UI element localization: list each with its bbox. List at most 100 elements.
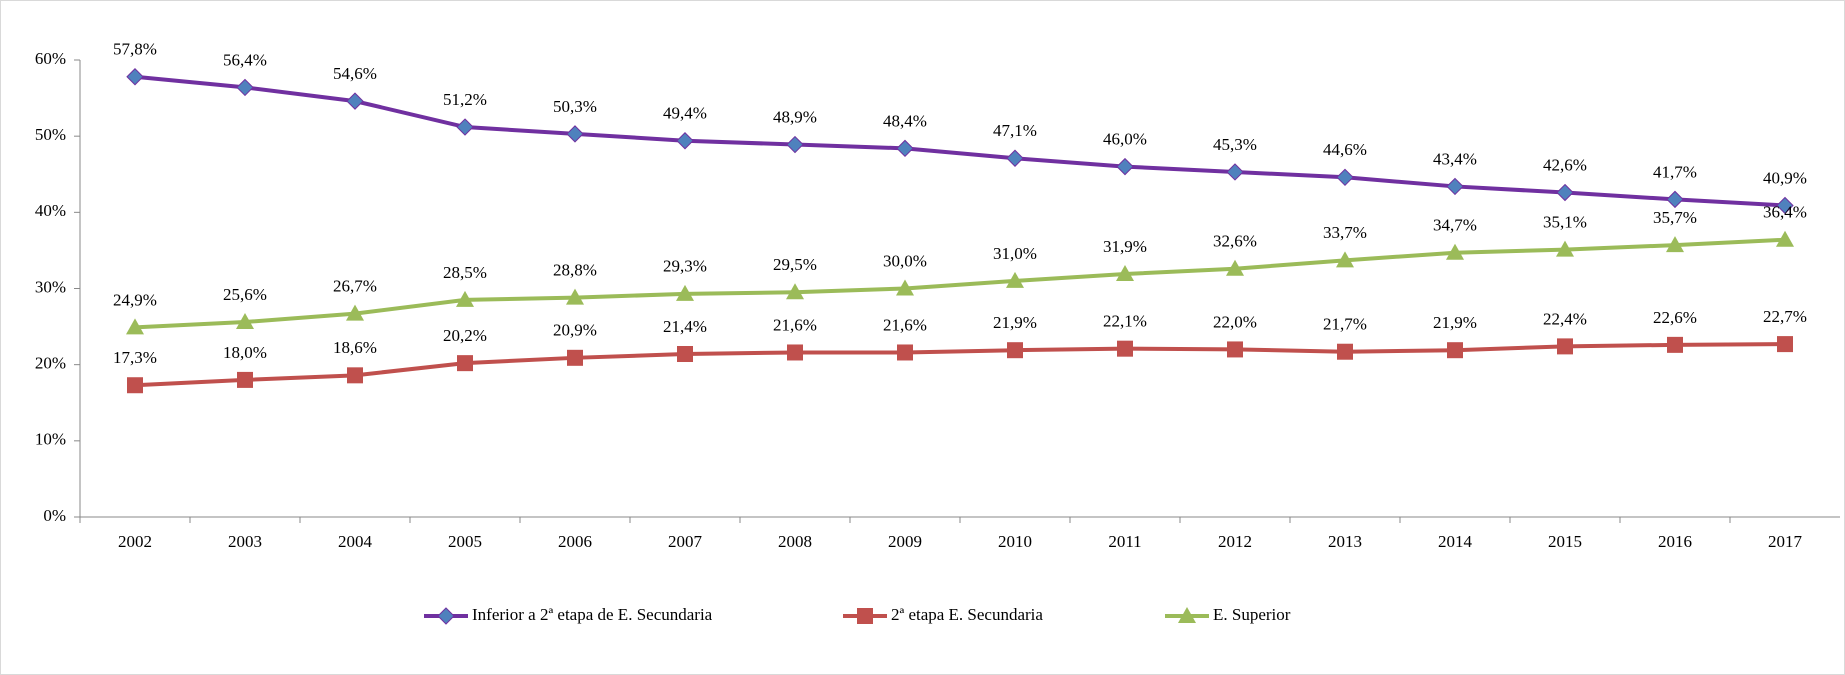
- data-label: 28,5%: [443, 263, 487, 282]
- data-point: [1556, 183, 1574, 202]
- data-label: 22,7%: [1763, 307, 1807, 326]
- data-label: 49,4%: [663, 104, 707, 123]
- data-point: [1446, 177, 1464, 196]
- data-label: 40,9%: [1763, 168, 1807, 187]
- x-tick-label: 2004: [338, 532, 373, 551]
- data-point: [236, 313, 254, 330]
- data-point: [1666, 236, 1684, 253]
- data-point: [1556, 240, 1574, 257]
- data-label: 46,0%: [1103, 130, 1147, 149]
- data-label: 54,6%: [333, 64, 377, 83]
- data-point: [1336, 168, 1354, 187]
- data-label: 22,4%: [1543, 309, 1587, 328]
- data-label: 32,6%: [1213, 232, 1257, 251]
- x-tick-label: 2012: [1218, 532, 1252, 551]
- x-tick-label: 2008: [778, 532, 812, 551]
- data-point: [677, 346, 693, 363]
- data-point: [346, 92, 364, 110]
- data-point: [347, 367, 363, 384]
- data-label: 21,9%: [1433, 313, 1477, 332]
- data-point: [1777, 336, 1793, 353]
- data-point: [456, 118, 474, 136]
- data-label: 29,5%: [773, 255, 817, 274]
- series-line: [134, 342, 1786, 388]
- data-point: [787, 344, 803, 361]
- data-point: [1557, 338, 1573, 355]
- x-tick-label: 2009: [888, 532, 922, 551]
- x-tick-label: 2005: [448, 532, 482, 551]
- data-point: [1006, 149, 1024, 167]
- data-point: [896, 279, 914, 296]
- data-label: 20,9%: [553, 321, 597, 340]
- y-tick-label: 10%: [35, 430, 66, 449]
- data-point: [567, 349, 583, 366]
- data-point: [1337, 343, 1353, 360]
- data-point: [1007, 342, 1023, 359]
- data-point: [897, 344, 913, 361]
- data-point: [1116, 157, 1134, 176]
- data-label: 31,0%: [993, 244, 1037, 263]
- data-label: 29,3%: [663, 257, 707, 276]
- y-tick-label: 30%: [35, 277, 66, 296]
- x-tick-label: 2006: [558, 532, 592, 551]
- data-point: [346, 304, 364, 321]
- data-label: 48,4%: [883, 111, 927, 130]
- data-label: 21,9%: [993, 313, 1037, 332]
- data-point: [237, 371, 253, 388]
- data-label: 22,0%: [1213, 312, 1257, 331]
- data-label: 18,0%: [223, 343, 267, 362]
- data-point: [457, 355, 473, 372]
- data-label: 21,6%: [883, 315, 927, 334]
- data-point: [1446, 243, 1464, 260]
- data-label: 41,7%: [1653, 162, 1697, 181]
- x-tick-label: 2016: [1658, 532, 1692, 551]
- data-label: 50,3%: [553, 97, 597, 116]
- data-point: [896, 139, 914, 158]
- data-point: [1226, 163, 1244, 181]
- x-tick-label: 2010: [998, 532, 1032, 551]
- data-label: 31,9%: [1103, 237, 1147, 256]
- data-label: 47,1%: [993, 121, 1037, 140]
- data-point: [786, 135, 804, 154]
- data-label: 56,4%: [223, 50, 267, 69]
- y-tick-label: 50%: [35, 125, 66, 144]
- data-label: 25,6%: [223, 285, 267, 304]
- data-point: [126, 318, 144, 335]
- x-tick-label: 2013: [1328, 532, 1362, 551]
- legend-label: 2ª etapa E. Secundaria: [891, 605, 1043, 624]
- x-tick-label: 2014: [1438, 532, 1473, 551]
- data-point: [1667, 336, 1683, 353]
- data-label: 34,7%: [1433, 216, 1477, 235]
- data-label: 35,7%: [1653, 208, 1697, 227]
- data-label: 51,2%: [443, 90, 487, 109]
- x-tick-label: 2015: [1548, 532, 1582, 551]
- data-point: [676, 132, 694, 150]
- data-label: 22,6%: [1653, 308, 1697, 327]
- data-point: [1776, 230, 1794, 247]
- data-label: 21,7%: [1323, 315, 1367, 334]
- x-tick-label: 2007: [668, 532, 703, 551]
- data-point: [566, 288, 584, 305]
- x-tick-label: 2011: [1108, 532, 1141, 551]
- data-point: [786, 283, 804, 300]
- data-label: 43,4%: [1433, 149, 1477, 168]
- data-label: 20,2%: [443, 326, 487, 345]
- y-tick-label: 0%: [43, 506, 66, 525]
- x-tick-label: 2017: [1768, 532, 1803, 551]
- data-point: [1666, 190, 1684, 209]
- data-label: 33,7%: [1323, 223, 1367, 242]
- legend-marker: [1178, 607, 1196, 623]
- data-label: 21,4%: [663, 317, 707, 336]
- y-tick-label: 20%: [35, 354, 66, 373]
- data-label: 42,6%: [1543, 155, 1587, 174]
- data-point: [676, 284, 694, 301]
- data-label: 30,0%: [883, 251, 927, 270]
- data-point: [1336, 251, 1354, 268]
- series-line: [134, 74, 1786, 208]
- data-label: 45,3%: [1213, 135, 1257, 154]
- data-label: 28,8%: [553, 261, 597, 280]
- data-label: 18,6%: [333, 338, 377, 357]
- data-point: [1117, 340, 1133, 357]
